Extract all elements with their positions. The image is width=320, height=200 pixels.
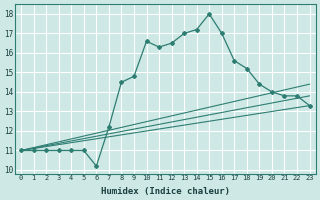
X-axis label: Humidex (Indice chaleur): Humidex (Indice chaleur) [101,187,230,196]
